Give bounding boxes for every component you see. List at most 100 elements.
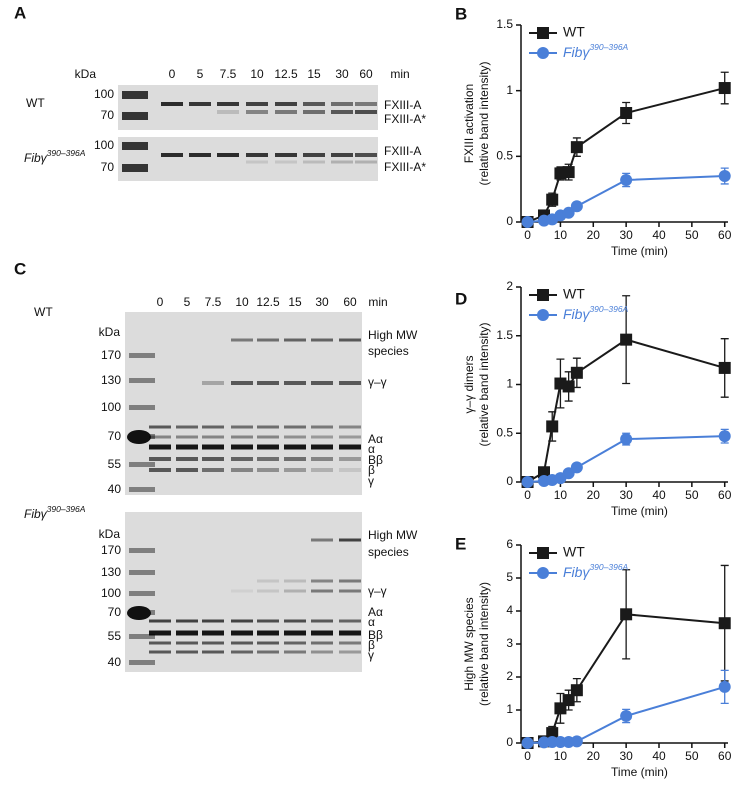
marker-label: 170 — [101, 543, 121, 557]
band-label: FXIII-A* — [384, 112, 426, 126]
band — [176, 444, 198, 450]
band — [176, 650, 198, 654]
data-point — [718, 617, 731, 630]
y-tick-label: 0.5 — [496, 425, 513, 439]
band — [275, 160, 297, 164]
data-point — [562, 694, 575, 707]
legend-marker — [537, 309, 549, 321]
legend-label: WT — [563, 286, 585, 302]
marker-label: 100 — [94, 138, 114, 152]
band — [202, 457, 224, 461]
band — [257, 425, 279, 429]
band-label: γ — [368, 648, 374, 662]
marker-band — [122, 142, 148, 150]
x-tick-label: 50 — [685, 228, 699, 242]
band — [257, 338, 279, 342]
y-tick-label: 2 — [506, 279, 513, 293]
band — [246, 102, 268, 106]
x-tick-label: 0 — [524, 488, 531, 502]
y-tick-label: 5 — [506, 570, 513, 584]
marker-band — [129, 462, 155, 467]
marker-band — [129, 378, 155, 383]
band — [176, 435, 198, 439]
band — [339, 650, 361, 654]
x-tick-label: 30 — [619, 488, 633, 502]
y-tick-label: 2 — [506, 669, 513, 683]
band — [284, 381, 306, 385]
band — [257, 619, 279, 623]
band-label: γ — [368, 474, 374, 488]
marker-label: 100 — [101, 400, 121, 414]
band — [284, 468, 306, 472]
band — [257, 650, 279, 654]
band — [275, 153, 297, 157]
kda-label: kDa — [99, 527, 121, 541]
x-tick-label: 50 — [685, 749, 699, 763]
band — [339, 630, 361, 636]
data-point — [718, 680, 731, 693]
marker-band — [129, 660, 155, 665]
lane-label: 60 — [359, 67, 373, 81]
marker-band — [122, 164, 148, 172]
x-tick-label: 0 — [524, 749, 531, 763]
y-tick-label: 1 — [506, 83, 513, 97]
blot-label: WT — [34, 305, 53, 319]
data-point — [718, 430, 731, 443]
panel-label: A — [14, 3, 26, 22]
band-label: Aα — [368, 605, 383, 619]
band — [355, 153, 377, 157]
y-tick-label: 3 — [506, 636, 513, 650]
marker-band — [129, 570, 155, 575]
band — [217, 153, 239, 157]
band-label: γ–γ — [368, 375, 387, 389]
marker-band — [129, 548, 155, 553]
data-point — [562, 166, 575, 179]
band — [231, 425, 253, 429]
marker-band — [129, 487, 155, 492]
band — [176, 468, 198, 472]
data-point — [521, 216, 534, 228]
marker-label: 55 — [108, 629, 122, 643]
legend-label: Fibγ390–396A — [563, 304, 629, 321]
band — [339, 444, 361, 450]
band — [149, 457, 171, 461]
x-tick-label: 50 — [685, 488, 699, 502]
y-tick-label: 0 — [506, 735, 513, 749]
legend-marker — [537, 27, 549, 39]
band — [284, 619, 306, 623]
band — [311, 338, 333, 342]
data-point — [562, 380, 575, 393]
data-point — [546, 193, 559, 206]
band-label: FXIII-A* — [384, 160, 426, 174]
band — [339, 579, 361, 583]
band-label: species — [368, 545, 409, 559]
band — [257, 457, 279, 461]
band-label: Aα — [368, 432, 383, 446]
band — [284, 630, 306, 636]
x-tick-label: 30 — [619, 228, 633, 242]
band — [311, 630, 333, 636]
data-point — [620, 333, 633, 346]
band — [202, 641, 224, 645]
band — [339, 381, 361, 385]
data-point — [562, 206, 575, 219]
band — [202, 444, 224, 450]
band — [331, 110, 353, 114]
marker-blob — [127, 430, 151, 444]
lane-unit: min — [390, 67, 409, 81]
band — [202, 381, 224, 385]
lane-unit: min — [368, 295, 387, 309]
band — [149, 619, 171, 623]
lane-label: 0 — [169, 67, 176, 81]
band — [202, 630, 224, 636]
x-tick-label: 0 — [524, 228, 531, 242]
band-label: β — [368, 463, 375, 477]
data-point — [546, 736, 559, 749]
band — [231, 641, 253, 645]
band — [231, 630, 253, 636]
y-axis-label: FXIII activation — [462, 84, 476, 163]
y-axis-label: γ–γ dimers — [462, 355, 476, 413]
data-point — [620, 433, 633, 446]
lane-label: 5 — [184, 295, 191, 309]
panel-label: C — [14, 259, 26, 278]
